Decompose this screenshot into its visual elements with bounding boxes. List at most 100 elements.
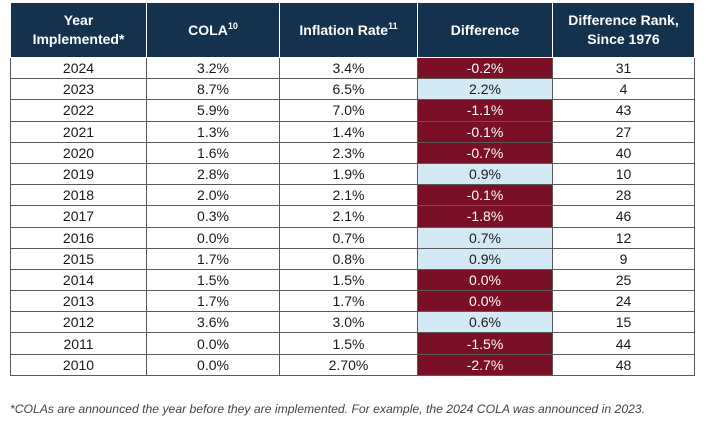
year-cell: 2021 [10,120,147,143]
difference-cell: 0.7% [417,226,553,249]
difference-cell: 0.0% [417,268,553,292]
inflation-cell: 7.0% [279,99,418,122]
difference-cell: -1.8% [417,205,553,228]
cola-cell: 2.8% [146,162,280,186]
table-row: 2019 2.8% 1.9% 0.9% 10 [10,162,695,186]
table-row: 2021 1.3% 1.4% -0.1% 27 [10,120,695,143]
table-row: 2015 1.7% 0.8% 0.9% 9 [10,247,695,270]
cola-cell: 0.3% [146,205,280,228]
header-inflation-footnote-ref: 11 [388,20,398,31]
table-row: 2012 3.6% 3.0% 0.6% 15 [10,311,695,334]
cola-cell: 0.0% [146,226,280,249]
rank-cell: 10 [552,162,695,186]
header-difference-label: Difference [450,21,520,38]
cola-cell: 1.3% [146,120,280,143]
header-rank: Difference Rank, Since 1976 [552,2,695,58]
table-row: 2010 0.0% 2.70% -2.7% 48 [10,353,695,376]
table-row: 2020 1.6% 2.3% -0.7% 40 [10,141,695,164]
difference-cell: -2.7% [417,353,553,376]
header-difference: Difference [417,2,553,58]
header-inflation: Inflation Rate11 [279,2,418,58]
year-cell: 2024 [10,56,147,80]
table-row: 2023 8.7% 6.5% 2.2% 4 [10,78,695,101]
difference-cell: 0.9% [417,162,553,186]
difference-cell: -0.2% [417,56,553,80]
table-row: 2011 0.0% 1.5% -1.5% 44 [10,332,695,355]
header-cola: COLA10 [146,2,280,58]
year-cell: 2017 [10,205,147,228]
header-rank-line2: Since 1976 [587,31,660,47]
difference-cell: -0.7% [417,141,553,164]
inflation-cell: 1.9% [279,162,418,186]
inflation-cell: 0.7% [279,226,418,249]
cola-cell: 8.7% [146,78,280,101]
year-cell: 2019 [10,162,147,186]
year-cell: 2014 [10,268,147,292]
year-cell: 2022 [10,99,147,122]
cola-cell: 3.2% [146,56,280,80]
inflation-cell: 3.4% [279,56,418,80]
rank-cell: 12 [552,226,695,249]
difference-cell: 2.2% [417,78,553,101]
inflation-cell: 0.8% [279,247,418,270]
inflation-cell: 2.70% [279,353,418,376]
cola-inflation-table: Year Implemented* COLA10 Inflation Rate1… [10,2,695,376]
cola-cell: 1.5% [146,268,280,292]
footnote: *COLAs are announced the year before the… [10,402,646,416]
rank-cell: 27 [552,120,695,143]
inflation-cell: 3.0% [279,311,418,334]
year-cell: 2012 [10,311,147,334]
difference-cell: -1.5% [417,332,553,355]
cola-cell: 3.6% [146,311,280,334]
inflation-cell: 1.5% [279,268,418,292]
year-cell: 2018 [10,184,147,207]
inflation-cell: 2.1% [279,184,418,207]
header-cola-footnote-ref: 10 [227,20,238,31]
table-row: 2016 0.0% 0.7% 0.7% 12 [10,226,695,249]
table-body: 2024 3.2% 3.4% -0.2% 31 2023 8.7% 6.5% 2.2% 4 2022… [10,56,695,376]
header-row: Year Implemented* COLA10 Inflation Rate1… [10,2,695,58]
rank-cell: 15 [552,311,695,334]
year-cell: 2016 [10,226,147,249]
difference-cell: -1.1% [417,99,553,122]
header-inflation-label: Inflation Rate [299,21,389,38]
cola-cell: 2.0% [146,184,280,207]
inflation-cell: 1.5% [279,332,418,355]
inflation-cell: 1.4% [279,120,418,143]
rank-cell: 46 [552,205,695,228]
rank-cell: 28 [552,184,695,207]
cola-cell: 0.0% [146,353,280,376]
header-year-line2: Implemented* [32,31,125,47]
difference-cell: 0.9% [417,247,553,270]
table-row: 2014 1.5% 1.5% 0.0% 25 [10,268,695,292]
inflation-cell: 2.1% [279,205,418,228]
table-row: 2022 5.9% 7.0% -1.1% 43 [10,99,695,122]
table-row: 2024 3.2% 3.4% -0.2% 31 [10,56,695,80]
rank-cell: 9 [552,247,695,270]
rank-cell: 43 [552,99,695,122]
rank-cell: 48 [552,353,695,376]
inflation-cell: 1.7% [279,290,418,313]
rank-cell: 44 [552,332,695,355]
cola-cell: 1.6% [146,141,280,164]
difference-cell: -0.1% [417,184,553,207]
header-cola-label: COLA [188,21,228,38]
inflation-cell: 2.3% [279,141,418,164]
difference-cell: 0.0% [417,290,553,313]
rank-cell: 4 [552,78,695,101]
header-rank-line1: Difference Rank, [568,12,679,28]
rank-cell: 40 [552,141,695,164]
year-cell: 2013 [10,290,147,313]
table-header: Year Implemented* COLA10 Inflation Rate1… [10,2,695,58]
year-cell: 2010 [10,353,147,376]
table-row: 2013 1.7% 1.7% 0.0% 24 [10,290,695,313]
rank-cell: 31 [552,56,695,80]
cola-cell: 1.7% [146,290,280,313]
cola-cell: 0.0% [146,332,280,355]
difference-cell: 0.6% [417,311,553,334]
cola-cell: 1.7% [146,247,280,270]
year-cell: 2011 [10,332,147,355]
inflation-cell: 6.5% [279,78,418,101]
header-year: Year Implemented* [10,2,147,58]
